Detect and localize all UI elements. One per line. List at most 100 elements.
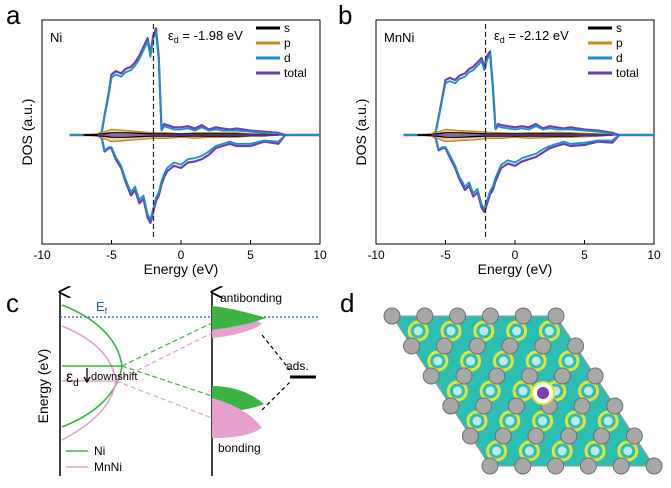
x-tick-label: 10 [313, 248, 327, 262]
density-ring [466, 410, 488, 432]
density-ring [427, 350, 449, 372]
mn-atom [537, 387, 549, 399]
dos-total-up [69, 27, 320, 137]
density-ring [407, 320, 429, 342]
ni-atom [606, 397, 624, 415]
charge-density-map [383, 307, 663, 475]
legend-label-ni: Ni [94, 444, 105, 458]
ed-label: εd [66, 369, 79, 389]
ni-atom [435, 337, 453, 355]
ni-atom [422, 367, 440, 385]
ni-atom [449, 307, 467, 325]
density-core [538, 416, 548, 426]
legend: s p d total [588, 21, 639, 80]
density-ring [558, 350, 580, 372]
panel-letter-c: c [6, 288, 19, 318]
d-band-schematic: Energy (eV) Ef εd downshift antibonding … [35, 291, 318, 476]
antibonding-label: antibonding [220, 291, 282, 305]
density-ring [518, 440, 540, 462]
density-core [498, 356, 508, 366]
panel-label-mnni: MnNi [384, 30, 414, 45]
energy-axis-label: Energy (eV) [35, 349, 51, 424]
ni-atom [481, 457, 499, 475]
ni-atom [547, 307, 565, 325]
density-core [524, 446, 534, 456]
ni-atom [593, 427, 611, 445]
density-core [512, 326, 522, 336]
ni-antibonding-link [121, 322, 213, 367]
ni-atom [514, 307, 532, 325]
ni-atom [455, 367, 473, 385]
density-ring [584, 440, 606, 462]
ni-atom [521, 367, 539, 385]
density-core [584, 386, 594, 396]
panel-letter-d: d [340, 288, 354, 318]
density-ring [492, 350, 514, 372]
ni-atom [494, 427, 512, 445]
ed-annotation: εd = -1.98 eV [168, 28, 243, 45]
legend: s p d total [256, 21, 307, 80]
ni-atom [442, 397, 460, 415]
density-core [485, 386, 495, 396]
density-core [413, 326, 423, 336]
dos-s-up [417, 132, 613, 136]
density-ring [479, 380, 501, 402]
panel-letter-b: b [338, 0, 352, 30]
antibonding-ni-state [212, 306, 266, 330]
density-core [623, 446, 633, 456]
density-core [590, 446, 600, 456]
density-ring [532, 410, 554, 432]
downshift-arrow-head [83, 376, 91, 384]
x-tick-label: -5 [106, 248, 117, 262]
ni-atom [475, 397, 493, 415]
density-ring [506, 320, 528, 342]
density-ring [525, 350, 547, 372]
x-tick-label: 0 [178, 248, 185, 262]
legend-label-total: total [284, 66, 307, 80]
x-tick-label: -10 [33, 248, 51, 262]
density-core [433, 356, 443, 366]
y-axis-label: DOS (a.u.) [353, 99, 369, 166]
x-tick-label: 0 [512, 248, 519, 262]
density-ring [446, 380, 468, 402]
ni-atom [501, 337, 519, 355]
bonding-mnni-state [212, 398, 262, 438]
dos-d-up [69, 30, 320, 136]
ni-atom [403, 337, 421, 355]
panel-letter-a: a [6, 0, 21, 30]
dos-s-down [417, 134, 613, 138]
density-core [570, 416, 580, 426]
ni-atom [547, 457, 565, 475]
density-ring [597, 410, 619, 432]
ni-atom [468, 337, 486, 355]
ni-atom [573, 397, 591, 415]
legend-label-p: p [284, 36, 291, 50]
density-core [492, 446, 502, 456]
legend-label-total: total [616, 66, 639, 80]
density-ring [617, 440, 639, 462]
dos-panel-mnni: -10 -5 0 5 10 MnNi εd = -2.12 eV s p d total… [353, 19, 661, 277]
adsorbate-label: ads. [286, 359, 309, 373]
downshift-label: downshift [91, 371, 137, 383]
legend-label-s: s [284, 21, 290, 35]
density-core [603, 416, 613, 426]
density-core [452, 386, 462, 396]
ni-atom [560, 427, 578, 445]
density-core [564, 356, 574, 366]
mnni-antibonding-link [115, 332, 213, 382]
panel-label-ni: Ni [50, 30, 62, 45]
dos-s-up [83, 132, 279, 136]
legend-label-d: d [284, 51, 291, 65]
ni-atom [514, 457, 532, 475]
density-core [505, 416, 515, 426]
density-core [518, 386, 528, 396]
dos-total-down [403, 133, 654, 214]
ni-atom [507, 397, 525, 415]
density-core [472, 416, 482, 426]
density-core [446, 326, 456, 336]
ni-atom [586, 367, 604, 385]
ni-atom [645, 457, 663, 475]
density-ring [460, 350, 482, 372]
legend-label-s: s [616, 21, 622, 35]
density-core [466, 356, 476, 366]
